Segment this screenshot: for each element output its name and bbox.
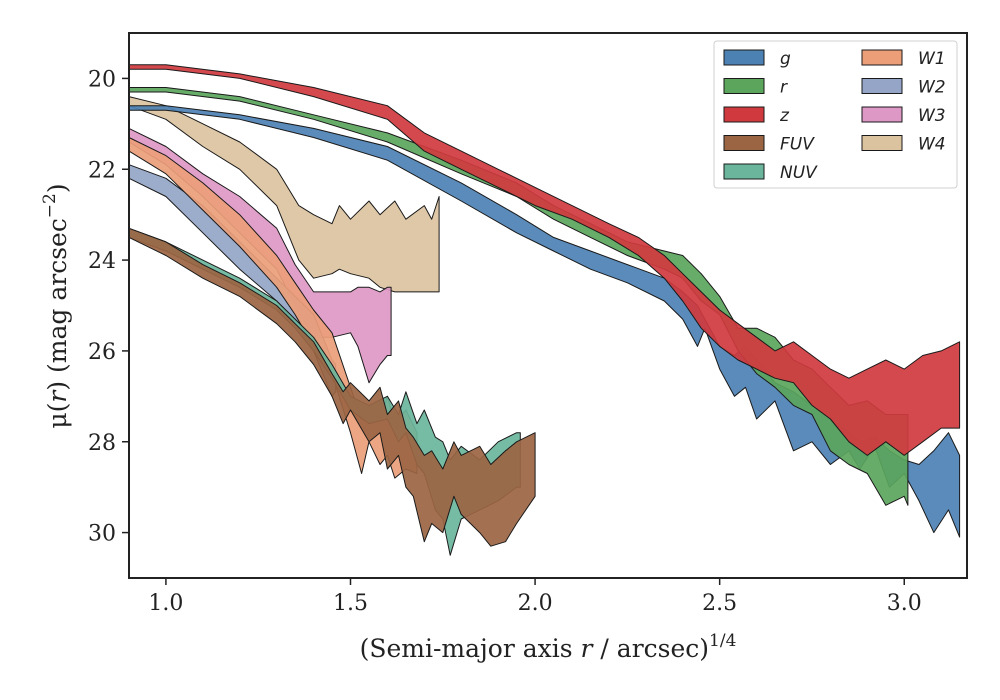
- y-axis-ticks: 20 22 24 26 28 30: [88, 67, 129, 547]
- band-fuv: [128, 227, 536, 547]
- legend-item-z: z: [723, 106, 790, 126]
- legend-swatch: [861, 135, 903, 151]
- legend-label: W4: [918, 135, 946, 155]
- legend-item-nuv: NUV: [723, 163, 818, 183]
- x-tick-label: 1.0: [148, 591, 183, 616]
- legend-box: [713, 40, 958, 189]
- y-axis-label: μ(r) (mag arcsec−2): [40, 183, 72, 428]
- legend-swatch: [723, 135, 765, 151]
- plot-frame: [128, 32, 968, 579]
- legend-swatch: [861, 78, 903, 94]
- y-tick-label: 26: [88, 340, 116, 365]
- legend-label: r: [780, 78, 788, 98]
- y-tick-label: 30: [88, 522, 116, 547]
- legend-swatch: [861, 49, 903, 66]
- y-tick-label: 28: [88, 431, 116, 456]
- legend-swatch: [723, 78, 765, 94]
- x-tick-label: 3.0: [887, 591, 922, 616]
- legend-label: g: [780, 49, 791, 69]
- legend-label: W3: [918, 106, 946, 126]
- series-bands: [128, 64, 961, 556]
- band-w4: [128, 96, 440, 293]
- x-axis-label: (Semi-major axis r / arcsec)1/4: [360, 631, 737, 663]
- band-z: [128, 64, 961, 456]
- legend-item-w4: W4: [861, 135, 946, 155]
- y-tick-label: 20: [88, 67, 116, 92]
- legend-item-r: r: [723, 78, 788, 98]
- legend-swatch: [861, 106, 903, 123]
- legend-swatch: [723, 49, 765, 66]
- legend: grz FUV NUV W1 W2 W3 W4: [713, 40, 958, 189]
- legend-swatch: [723, 163, 765, 180]
- y-tick-label: 22: [88, 158, 116, 183]
- legend-item-g: g: [723, 49, 791, 69]
- x-tick-label: 2.5: [702, 591, 737, 616]
- x-tick-label: 2.0: [518, 591, 553, 616]
- legend-item-fuv: FUV: [723, 135, 815, 155]
- legend-swatch: [723, 106, 765, 123]
- legend-label: W1: [918, 49, 946, 69]
- legend-label: z: [779, 106, 790, 126]
- legend-label: W2: [918, 78, 946, 98]
- legend-item-w3: W3: [861, 106, 946, 126]
- x-tick-label: 1.5: [333, 591, 368, 616]
- x-axis-ticks: 1.0 1.5 2.0 2.5 3.0: [148, 578, 922, 616]
- legend-item-w2: W2: [861, 78, 946, 98]
- y-tick-label: 24: [88, 249, 116, 274]
- legend-item-w1: W1: [861, 49, 946, 69]
- legend-label: NUV: [780, 163, 818, 183]
- legend-label: FUV: [780, 135, 815, 155]
